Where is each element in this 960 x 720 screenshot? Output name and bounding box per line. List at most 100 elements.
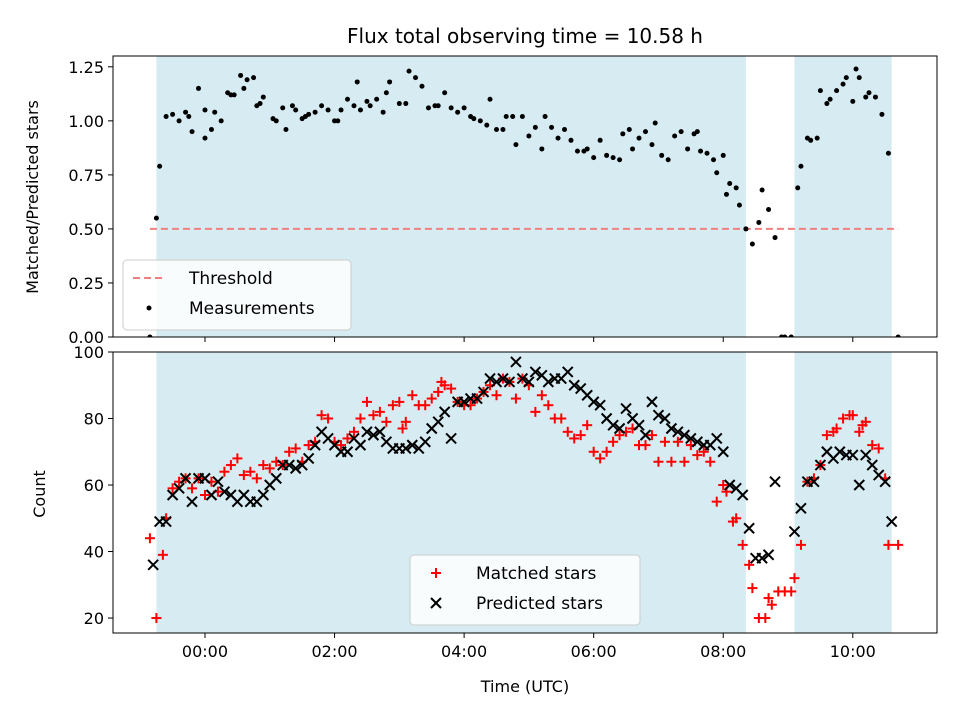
matched-star-point (659, 436, 670, 447)
predicted-star-point-b (270, 472, 282, 485)
predicted-star-point (257, 489, 269, 501)
matched-star-point (232, 453, 243, 464)
measurement-point (196, 85, 202, 91)
predicted-star-point-b (374, 426, 386, 438)
matched-star-point (316, 410, 327, 421)
predicted-star-point-b (179, 472, 192, 485)
predicted-star-point-b (639, 429, 652, 441)
top-y-axis-label: Matched/Predicted stars (23, 100, 42, 294)
predicted-star-point (432, 416, 444, 428)
measurement-point (293, 107, 299, 113)
measurement-point (153, 215, 159, 221)
predicted-star-point (613, 422, 626, 435)
predicted-star-point-b (341, 446, 354, 458)
predicted-star-point-b (289, 462, 302, 475)
matched-star-point (433, 386, 444, 397)
predicted-star-point-b (594, 399, 606, 411)
predicted-star-point-b (516, 372, 529, 385)
measurement-point (338, 107, 344, 113)
predicted-star-point-b (432, 416, 444, 428)
predicted-star-point-b (587, 396, 600, 408)
matched-star-point (873, 443, 884, 454)
measurement-point (568, 137, 574, 143)
predicted-star-point (808, 475, 820, 488)
measurement-point (798, 163, 804, 169)
measurement-point (539, 146, 545, 152)
measurement-point (241, 85, 247, 91)
predicted-star-point-b (218, 485, 231, 498)
measurement-point (766, 206, 772, 212)
matched-star-point (530, 406, 541, 417)
measurement-point (244, 77, 250, 83)
measurement-point (630, 146, 636, 152)
predicted-star-point-b (205, 489, 218, 501)
matched-star-point (157, 549, 168, 560)
predicted-star-point (205, 489, 218, 501)
matched-star-point (264, 463, 275, 474)
matched-star-point (831, 423, 842, 434)
measurement-point (856, 75, 862, 81)
predicted-star-point-b (562, 366, 574, 378)
matched-star-point (439, 380, 450, 391)
measurement-point (484, 122, 490, 128)
measurement-point (403, 101, 409, 107)
measurement-point (319, 103, 325, 109)
x-tick-label-4: 08:00 (700, 642, 746, 661)
measurement-point (335, 118, 341, 124)
measurement-point (273, 118, 279, 124)
measurement-point (649, 142, 655, 148)
measurement-point (435, 103, 441, 109)
predicted-star-point (769, 475, 781, 488)
measurement-point (542, 114, 548, 120)
predicted-star-point (400, 442, 412, 455)
measurement-point (788, 334, 794, 337)
matched-star-point (640, 440, 651, 451)
measurement-point (574, 148, 580, 154)
y-tick-label-3: 80 (84, 410, 104, 429)
predicted-star-point (270, 472, 282, 485)
measurement-point (163, 114, 169, 120)
predicted-star-point-b (607, 419, 619, 431)
predicted-star-point-b (406, 439, 418, 451)
measurement-point (471, 116, 477, 122)
measurement-point (455, 109, 461, 115)
predicted-star-point (438, 406, 451, 418)
predicted-star-point (672, 426, 684, 438)
measurement-point (383, 90, 389, 96)
measurement-point (604, 152, 610, 158)
measurement-point (170, 111, 176, 117)
predicted-star-point (218, 485, 231, 498)
predicted-star-point-b (361, 426, 373, 438)
predicted-star-point (743, 522, 755, 534)
predicted-star-point-b (600, 412, 613, 425)
predicted-star-point (659, 412, 671, 425)
predicted-star-point (367, 429, 380, 441)
predicted-star-point-b (536, 369, 548, 381)
predicted-star-point-b (490, 376, 503, 388)
predicted-star-point-b (438, 406, 451, 418)
legend-predicted-swatch-b (430, 597, 442, 609)
predicted-star-point (633, 419, 645, 431)
predicted-star-point-b (633, 419, 645, 431)
measurement-point (280, 105, 286, 111)
matched-star-point (614, 430, 625, 441)
series-1 (147, 356, 898, 571)
predicted-star-point-b (367, 429, 380, 441)
matched-star-point (245, 466, 256, 477)
matched-star-point (543, 400, 554, 411)
predicted-star-point (691, 436, 704, 448)
predicted-star-point (568, 379, 580, 391)
measurement-point (866, 90, 872, 96)
predicted-star-point-b (257, 489, 269, 501)
matched-star-point (786, 586, 797, 597)
matched-star-point (789, 573, 800, 584)
measurement-point (487, 96, 493, 102)
matched-star-point (144, 533, 155, 544)
predicted-star-point-b (147, 559, 159, 571)
matched-star-point (381, 416, 392, 427)
measurement-point (626, 126, 632, 132)
matched-star-point (355, 413, 366, 424)
measurement-point (733, 185, 739, 191)
predicted-star-point (523, 376, 535, 388)
matched-star-point (290, 443, 301, 454)
